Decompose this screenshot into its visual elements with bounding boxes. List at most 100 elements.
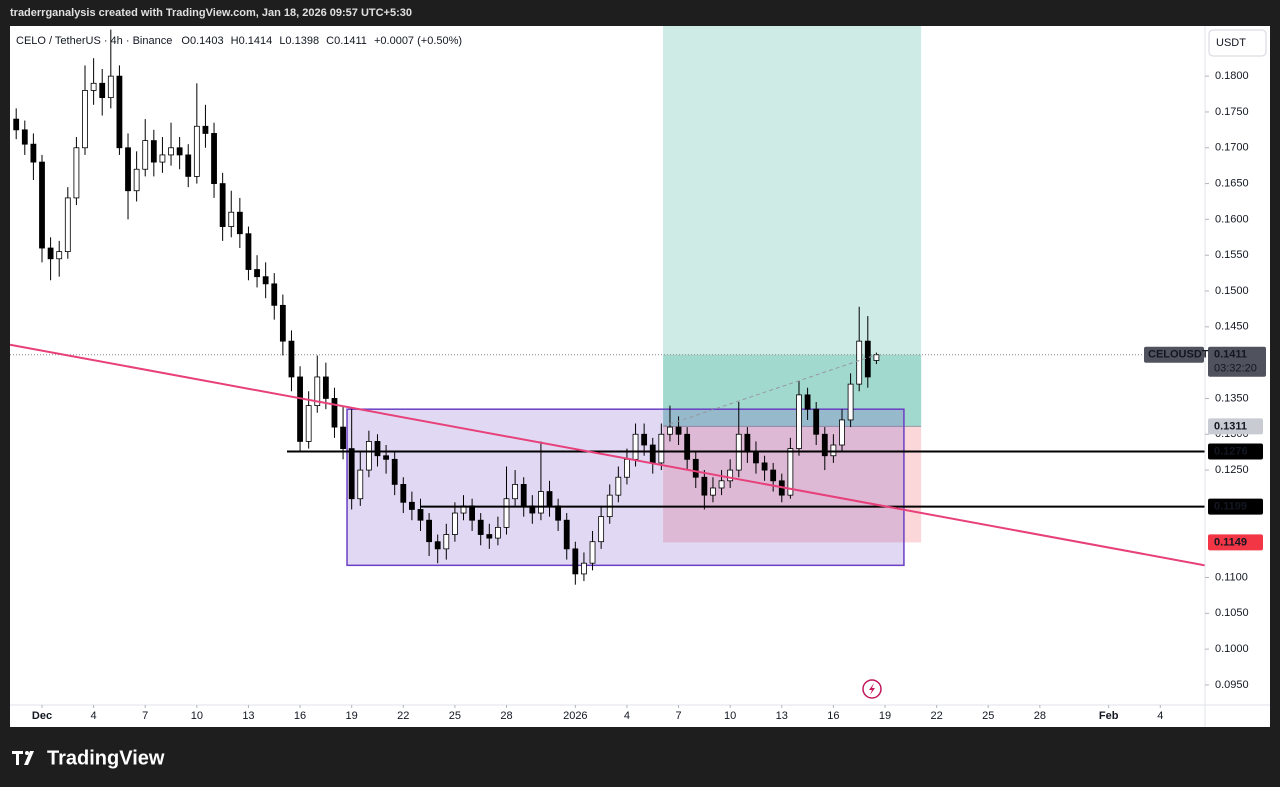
y-tick-label: 0.1800 — [1215, 70, 1249, 82]
candle-body — [305, 405, 312, 442]
candle-body — [314, 376, 321, 407]
x-tick-label: 4 — [624, 710, 630, 722]
candle-body — [125, 147, 131, 192]
candle-body — [632, 433, 639, 460]
stop-tag: 0.1149 — [1214, 536, 1247, 548]
candle-body — [864, 340, 871, 378]
candle-body — [383, 455, 389, 460]
y-tick-label: 0.1050 — [1215, 607, 1249, 619]
position-dashed-line — [662, 354, 877, 427]
candle-body — [400, 483, 407, 503]
candle-body — [434, 541, 441, 550]
logo — [12, 751, 34, 765]
candle-body — [710, 487, 716, 496]
y-tick-label: 0.1450 — [1215, 321, 1249, 333]
plot — [9, 26, 1206, 585]
candle-body — [56, 251, 63, 260]
currency-button[interactable] — [1208, 29, 1267, 57]
x-tick-label: 19 — [346, 710, 358, 722]
candle-body — [331, 398, 338, 428]
candle-body — [297, 376, 303, 442]
candle-body — [770, 469, 777, 482]
candle-body — [64, 197, 71, 253]
candle-body — [718, 480, 725, 489]
candle-body — [176, 147, 183, 156]
y-tick-label: 0.1500 — [1215, 285, 1249, 297]
candle-body — [512, 483, 519, 500]
candle-body — [168, 147, 174, 156]
candle-body — [443, 534, 450, 550]
candle-body — [692, 458, 699, 478]
candle-body — [357, 469, 364, 500]
candle-body — [675, 426, 682, 435]
candle-body — [107, 75, 114, 99]
chart-area — [10, 26, 1270, 727]
candle-body — [641, 433, 648, 446]
level-tag: 0.1276 — [1214, 445, 1248, 457]
legend-symbol: CELO / TetherUS · 4h · Binance — [16, 35, 172, 47]
candle-body — [486, 534, 493, 539]
candle-body — [30, 143, 37, 163]
candle-body — [21, 129, 28, 145]
x-tick-label: 28 — [500, 710, 512, 722]
candle-body — [787, 448, 794, 496]
watermark: traderrganalysis created with TradingVie… — [10, 7, 412, 19]
candle-body — [13, 118, 20, 131]
candle-body — [796, 394, 802, 449]
candle-body — [211, 133, 217, 184]
candle-body — [701, 476, 708, 496]
x-tick-label: Feb — [1099, 710, 1119, 722]
legend-high: H0.1414 — [231, 35, 273, 47]
candle-body — [426, 519, 432, 543]
candle-body — [649, 444, 656, 464]
candle-body — [503, 498, 510, 528]
candle-body — [830, 444, 837, 457]
candle-body — [520, 483, 527, 507]
stop-tag-bg — [1208, 534, 1263, 551]
candle-body — [856, 340, 863, 385]
candle-body — [82, 90, 88, 149]
legend-change: +0.0007 (+0.50%) — [374, 35, 462, 47]
legend-close: C0.1411 — [326, 35, 367, 47]
y-tick-label: 0.1750 — [1215, 106, 1249, 118]
last-price-tag-bg — [1208, 346, 1266, 377]
open-profit-zone — [663, 354, 922, 427]
symbol-tag: CELOUSDT — [1148, 349, 1209, 361]
candle-body — [555, 505, 562, 521]
candle-body — [228, 211, 235, 227]
logo-text: TradingView — [47, 747, 165, 769]
candle-body — [813, 408, 820, 435]
candle-body — [262, 276, 269, 285]
y-tick-label: 0.1650 — [1215, 177, 1249, 189]
x-tick-label: 19 — [879, 710, 891, 722]
x-tick-label: 16 — [294, 710, 306, 722]
x-tick-label: 7 — [142, 710, 148, 722]
y-tick-label: 0.1550 — [1215, 249, 1249, 261]
candle-body — [451, 512, 458, 535]
y-tick-label: 0.1600 — [1215, 213, 1249, 225]
x-tick-label: 22 — [397, 710, 409, 722]
candle-body — [90, 82, 97, 91]
x-tick-label: 25 — [449, 710, 461, 722]
candle-body — [417, 509, 424, 521]
candle-body — [744, 433, 751, 453]
y-tick-label: 0.1700 — [1215, 142, 1249, 154]
candle-body — [271, 283, 278, 306]
candle-body — [116, 75, 123, 149]
x-tick-label: Dec — [32, 710, 52, 722]
candle-body — [374, 441, 381, 457]
candle-body — [219, 183, 226, 227]
candle-body — [589, 541, 596, 564]
x-tick-label: 28 — [1034, 710, 1046, 722]
lightning-icon[interactable] — [862, 679, 882, 699]
candle-body — [391, 458, 398, 485]
x-tick-label: 7 — [675, 710, 681, 722]
candle-body — [150, 140, 157, 163]
x-tick-label: 13 — [776, 710, 788, 722]
y-tick-label: 0.1250 — [1215, 464, 1249, 476]
x-tick-label: 4 — [1157, 710, 1163, 722]
entry-tag: 0.1311 — [1214, 420, 1247, 432]
x-tick-label: 13 — [242, 710, 254, 722]
